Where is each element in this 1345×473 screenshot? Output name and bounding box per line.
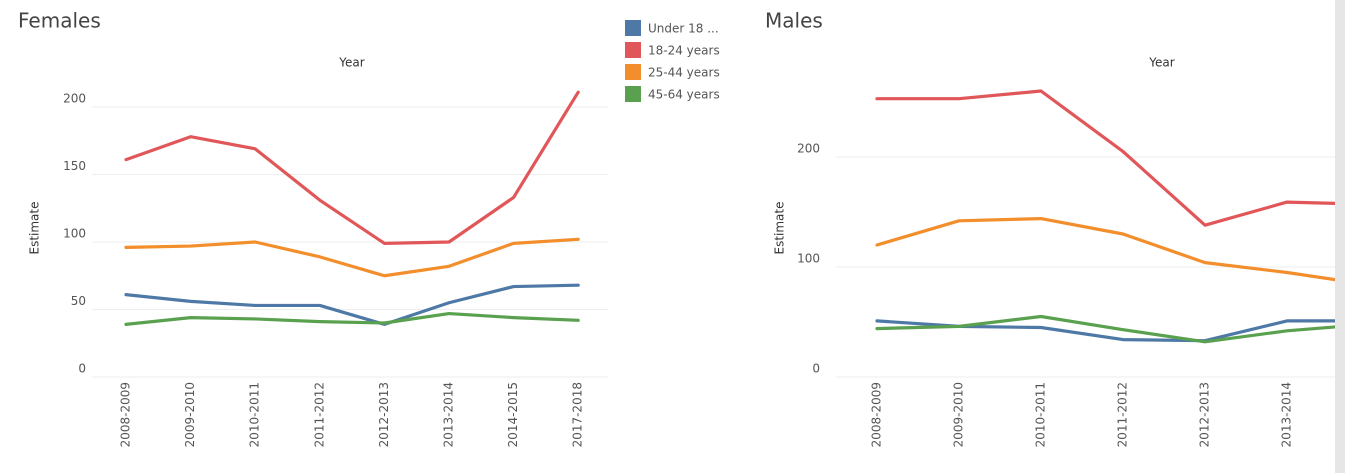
x-tick-label: 2010-2011 [248, 382, 262, 447]
y-tick-label: 200 [797, 142, 820, 156]
legend-label: 45-64 years [648, 88, 720, 102]
chart: 2008-2009 2009-2010 2010-2011 2011-2012 2012… [836, 89, 1335, 447]
x-tick-label: 2014-2015 [506, 382, 520, 447]
y-tick-label: 200 [63, 92, 86, 106]
x-tick-label: 2013-2014 [1280, 382, 1294, 447]
x-tick-label: 2012-2013 [1198, 382, 1212, 447]
chart-title: Males [765, 9, 823, 33]
chart-title: Females [18, 9, 101, 33]
x-tick-label: 2009-2010 [183, 382, 197, 447]
x-tick-label: 2010-2011 [1034, 382, 1048, 447]
legend-swatch [625, 86, 641, 102]
series-line [124, 311, 580, 326]
y-tick-label: 100 [797, 252, 820, 266]
x-axis-title: Year [338, 56, 364, 70]
x-tick-label: 2011-2012 [312, 382, 326, 447]
x-tick-label: 2017-2018 [571, 382, 585, 447]
x-tick-label: 2009-2010 [952, 382, 966, 447]
y-tick-label: 0 [812, 362, 820, 376]
x-tick-label: 2008-2009 [870, 382, 884, 447]
legend-label: 18-24 years [648, 44, 720, 58]
legend-swatch [625, 42, 641, 58]
series-line [875, 314, 1335, 344]
y-tick-label: 50 [71, 294, 86, 308]
scrollbar[interactable] [1335, 0, 1345, 473]
legend-swatch [625, 20, 641, 36]
legend-swatch [625, 64, 641, 80]
x-tick-label: 2012-2013 [377, 382, 391, 447]
x-axis-title: Year [1148, 56, 1174, 70]
series-line [875, 319, 1335, 343]
y-tick-label: 100 [63, 227, 86, 241]
y-tick-label: 150 [63, 159, 86, 173]
series-line [875, 89, 1335, 227]
y-axis-title: Estimate [773, 201, 787, 254]
x-tick-label: 2011-2012 [1116, 382, 1130, 447]
chart: 2008-2009 2009-2010 2010-2011 2011-2012 2012… [92, 90, 608, 447]
y-tick-label: 0 [78, 362, 86, 376]
legend-label: 25-44 years [648, 66, 720, 80]
x-tick-label: 2013-2014 [442, 382, 456, 447]
series-line [124, 237, 580, 278]
legend: Under 18 ... 18-24 years 25-44 years 45-64 … [625, 20, 720, 102]
legend-label: Under 18 ... [648, 22, 719, 36]
x-tick-label: 2008-2009 [119, 382, 133, 447]
series-line [124, 283, 580, 326]
series-line [875, 217, 1335, 282]
series-line [124, 90, 580, 245]
y-axis-title: Estimate [28, 201, 42, 254]
